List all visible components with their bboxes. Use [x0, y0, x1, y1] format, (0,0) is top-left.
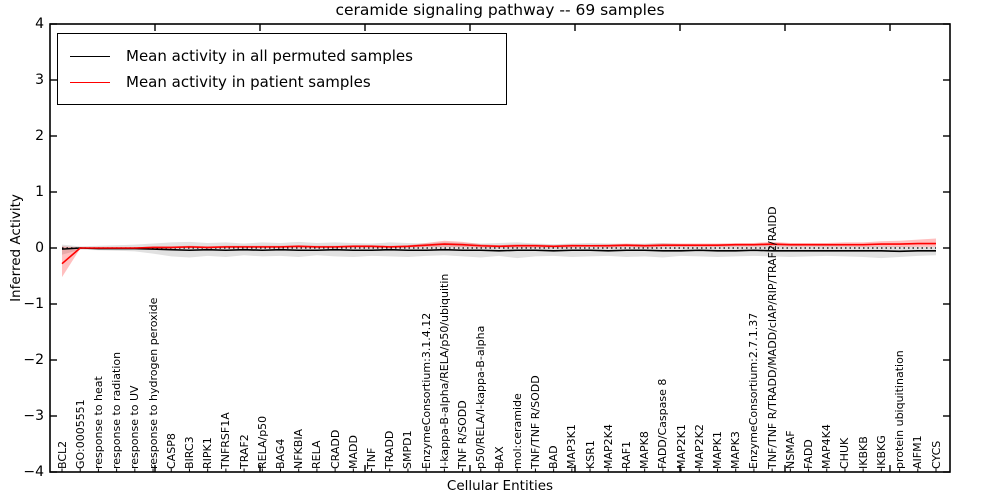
y-tick-label: 4 — [35, 16, 44, 32]
x-tick-label: RELA/p50 — [255, 415, 269, 469]
x-tick-label: TNF/TNF R/SODD — [528, 375, 542, 469]
chart-title: ceramide signaling pathway -- 69 samples — [335, 1, 665, 19]
x-tick-label: CHUK — [838, 437, 852, 469]
x-tick-label: BAD — [547, 445, 561, 469]
y-tick-label: −3 — [23, 408, 44, 424]
legend-label-patient: Mean activity in patient samples — [126, 73, 371, 91]
legend-item-patient: Mean activity in patient samples — [70, 69, 496, 95]
y-tick-label: 0 — [35, 240, 44, 256]
x-tick-label: response to hydrogen peroxide — [146, 297, 160, 469]
patient-line-swatch — [70, 81, 110, 83]
x-tick-label: IKBKG — [874, 435, 888, 469]
y-tick-label: 1 — [35, 184, 44, 200]
x-tick-label: response to UV — [128, 385, 142, 469]
x-tick-label: MAPK1 — [711, 431, 724, 469]
x-tick-label: AIFM1 — [911, 435, 925, 469]
x-tick-label: MAPK3 — [729, 431, 743, 469]
x-tick-label: EnzymeConsortium:2.7.1.37 — [747, 312, 761, 469]
x-tick-label: KSR1 — [583, 440, 597, 469]
x-tick-label: response to radiation — [110, 351, 124, 469]
x-tick-label: TNF R/SODD — [456, 400, 470, 469]
y-tick-label: −4 — [23, 464, 44, 480]
x-tick-label: TRADD — [383, 430, 397, 469]
x-tick-label: response to heat — [91, 376, 105, 469]
x-tick-label: MAP3K1 — [565, 424, 579, 469]
x-tick-label: BAX — [492, 446, 506, 469]
x-tick-label: MAPK8 — [638, 431, 652, 469]
x-tick-label: BAG4 — [274, 438, 287, 469]
y-tick-label: 2 — [35, 128, 44, 144]
x-tick-label: MAP2K2 — [692, 424, 706, 469]
x-tick-label: RIPK1 — [201, 437, 215, 469]
x-tick-label: BIRC3 — [182, 436, 196, 469]
x-tick-label: BCL2 — [55, 440, 69, 469]
x-tick-label: NFKBIA — [292, 428, 306, 469]
x-tick-label: SMPD1 — [401, 430, 415, 469]
x-tick-label: TRAF2 — [237, 434, 251, 469]
permuted-mean-line — [61, 247, 936, 253]
legend-item-permuted: Mean activity in all permuted samples — [70, 43, 496, 69]
x-tick-label: MAP2K4 — [601, 424, 615, 469]
x-tick-label: TNF/TNF R/TRADD/MADD/cIAP/RIP/TRAF2/RAID… — [765, 206, 779, 469]
x-tick-label: I-kappa-B-alpha/RELA/p50/ubiquitin — [437, 273, 451, 469]
y-tick-label: −2 — [23, 352, 44, 368]
y-tick-label: 3 — [35, 72, 44, 88]
x-tick-label: FADD — [802, 439, 816, 469]
x-tick-label: FADD/Caspase 8 — [656, 378, 670, 469]
x-tick-label: CYCS — [929, 440, 943, 469]
x-tick-label: GO:0005551 — [73, 399, 87, 469]
x-tick-label: p50/RELA/I-kappa-B-alpha — [474, 325, 488, 469]
x-tick-label: MADD — [346, 435, 360, 469]
x-tick-label: IKBKB — [856, 436, 870, 469]
x-tick-label: RAF1 — [619, 440, 633, 469]
x-tick-label: NSMAF — [783, 430, 797, 469]
x-tick-label: MAP2K1 — [674, 424, 688, 469]
x-tick-label: TNF — [365, 447, 379, 469]
x-tick-label: protein ubiquitination — [893, 350, 907, 469]
legend-box: Mean activity in all permuted samples Me… — [57, 33, 507, 105]
x-tick-label: RELA — [310, 440, 324, 470]
y-tick-label: −1 — [23, 296, 44, 312]
x-tick-label: CRADD — [328, 429, 342, 469]
x-tick-label: TNFRSF1A — [219, 412, 233, 469]
patient-mean-line — [61, 242, 936, 265]
x-tick-label: CASP8 — [164, 433, 178, 469]
permuted-line-swatch — [70, 55, 110, 57]
legend-label-permuted: Mean activity in all permuted samples — [126, 47, 413, 65]
x-axis-label: Cellular Entities — [446, 478, 554, 494]
x-tick-label: EnzymeConsortium:3.1.4.12 — [419, 312, 433, 469]
x-tick-label: mol:ceramide — [510, 393, 524, 469]
x-tick-label: MAP4K4 — [820, 424, 834, 469]
